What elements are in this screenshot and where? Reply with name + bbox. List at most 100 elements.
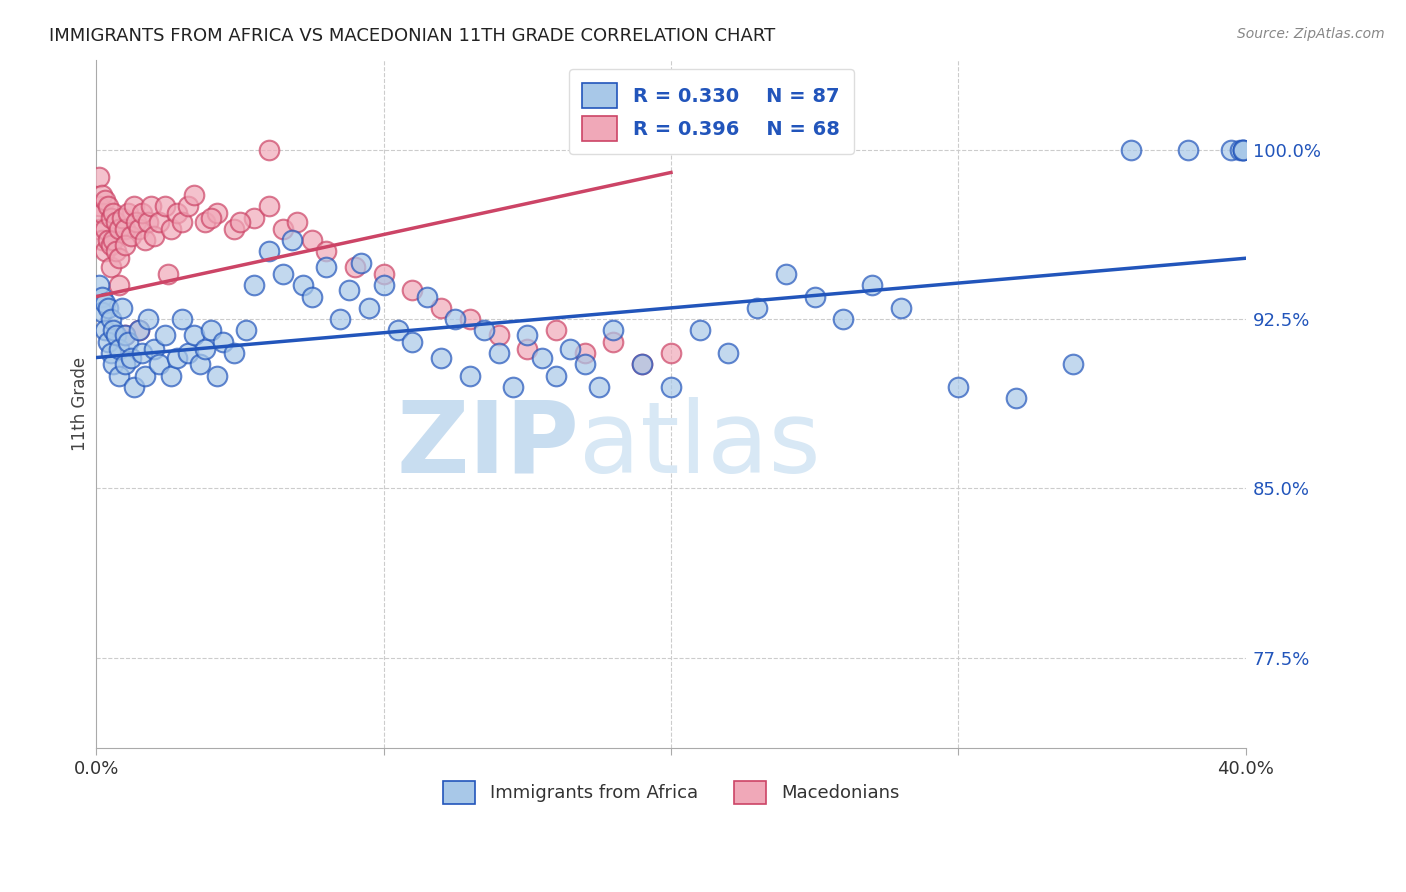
Point xyxy=(142,342,165,356)
Point xyxy=(280,233,302,247)
Point xyxy=(301,290,323,304)
Point xyxy=(349,256,371,270)
Point xyxy=(444,312,467,326)
Point xyxy=(430,301,453,315)
Point xyxy=(117,334,139,349)
Point xyxy=(160,222,183,236)
Point xyxy=(134,368,156,383)
Point xyxy=(257,143,280,157)
Point xyxy=(114,328,136,343)
Point xyxy=(602,323,624,337)
Point xyxy=(131,206,153,220)
Point xyxy=(108,278,131,293)
Point xyxy=(1119,143,1142,157)
Point xyxy=(114,222,136,236)
Text: ZIP: ZIP xyxy=(396,397,579,493)
Point xyxy=(108,251,131,265)
Point xyxy=(87,278,110,293)
Point xyxy=(373,267,395,281)
Point xyxy=(516,342,538,356)
Point xyxy=(142,228,165,243)
Point xyxy=(488,328,510,343)
Point xyxy=(243,278,266,293)
Point xyxy=(136,312,159,326)
Point xyxy=(103,206,125,220)
Point xyxy=(574,357,596,371)
Point xyxy=(560,342,582,356)
Point xyxy=(128,323,150,337)
Point xyxy=(860,278,883,293)
Point xyxy=(90,233,112,247)
Point xyxy=(194,342,217,356)
Point xyxy=(117,206,139,220)
Point xyxy=(602,334,624,349)
Point xyxy=(315,244,337,259)
Point xyxy=(87,199,110,213)
Point xyxy=(166,351,188,365)
Text: atlas: atlas xyxy=(579,397,821,493)
Point xyxy=(177,199,200,213)
Point xyxy=(94,323,117,337)
Point xyxy=(359,301,381,315)
Point xyxy=(153,199,176,213)
Point xyxy=(488,346,510,360)
Point xyxy=(257,244,280,259)
Point xyxy=(516,328,538,343)
Point xyxy=(292,278,315,293)
Point xyxy=(544,323,567,337)
Point xyxy=(125,215,148,229)
Point xyxy=(315,260,337,275)
Point xyxy=(689,323,711,337)
Point xyxy=(177,346,200,360)
Point xyxy=(87,169,110,184)
Point xyxy=(200,211,222,225)
Point xyxy=(94,244,117,259)
Point xyxy=(747,301,769,315)
Point xyxy=(157,267,180,281)
Point xyxy=(134,233,156,247)
Point xyxy=(631,357,654,371)
Point xyxy=(530,351,553,365)
Point xyxy=(832,312,855,326)
Point xyxy=(100,237,122,252)
Point xyxy=(337,283,360,297)
Point xyxy=(105,215,128,229)
Point xyxy=(136,215,159,229)
Point xyxy=(160,368,183,383)
Point xyxy=(224,346,246,360)
Point xyxy=(172,312,194,326)
Point xyxy=(90,290,112,304)
Point xyxy=(243,211,266,225)
Point xyxy=(94,222,117,236)
Point xyxy=(717,346,740,360)
Point xyxy=(100,346,122,360)
Point xyxy=(188,357,211,371)
Point xyxy=(631,357,654,371)
Point xyxy=(373,278,395,293)
Point xyxy=(1232,143,1254,157)
Point xyxy=(172,215,194,229)
Point xyxy=(94,193,117,207)
Point xyxy=(100,312,122,326)
Point xyxy=(948,380,970,394)
Point xyxy=(100,260,122,275)
Point xyxy=(97,233,120,247)
Point xyxy=(271,222,294,236)
Point xyxy=(205,368,228,383)
Point xyxy=(1232,143,1254,157)
Point xyxy=(122,380,145,394)
Point xyxy=(103,233,125,247)
Point xyxy=(100,211,122,225)
Point xyxy=(803,290,825,304)
Point xyxy=(94,296,117,310)
Point xyxy=(105,328,128,343)
Point xyxy=(114,328,136,343)
Point xyxy=(148,357,170,371)
Point xyxy=(458,368,481,383)
Point xyxy=(108,342,131,356)
Point xyxy=(108,222,131,236)
Point xyxy=(329,312,352,326)
Point xyxy=(544,368,567,383)
Point xyxy=(1220,143,1243,157)
Point xyxy=(131,346,153,360)
